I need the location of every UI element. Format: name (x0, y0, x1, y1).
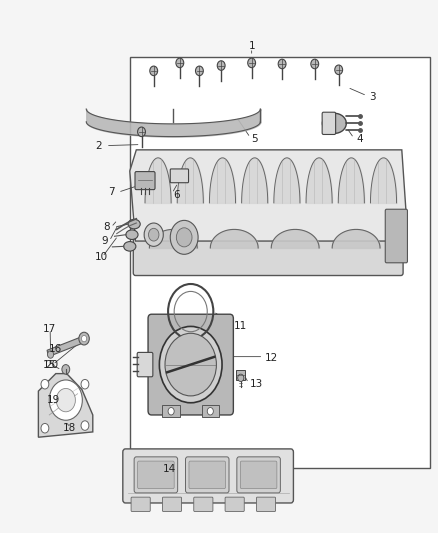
FancyBboxPatch shape (137, 352, 153, 377)
Text: 8: 8 (104, 222, 110, 232)
Circle shape (165, 333, 216, 396)
Circle shape (81, 421, 89, 430)
Circle shape (168, 408, 174, 415)
Text: 18: 18 (62, 423, 76, 433)
FancyBboxPatch shape (385, 209, 407, 263)
Circle shape (238, 374, 244, 382)
FancyBboxPatch shape (138, 461, 174, 489)
Circle shape (79, 332, 89, 345)
FancyBboxPatch shape (170, 169, 188, 183)
Circle shape (148, 228, 159, 241)
Text: 1: 1 (248, 42, 255, 52)
Circle shape (81, 379, 89, 389)
Text: 12: 12 (265, 353, 278, 362)
Ellipse shape (128, 219, 140, 229)
FancyBboxPatch shape (201, 406, 219, 417)
Circle shape (195, 66, 203, 76)
Text: 11: 11 (234, 321, 247, 331)
Text: 20: 20 (45, 360, 58, 369)
Text: 14: 14 (162, 464, 176, 474)
Circle shape (41, 423, 49, 433)
Circle shape (150, 66, 158, 76)
Circle shape (177, 228, 192, 247)
FancyBboxPatch shape (189, 461, 226, 489)
Text: 10: 10 (95, 252, 108, 262)
Circle shape (159, 326, 222, 403)
FancyBboxPatch shape (133, 238, 403, 276)
Circle shape (278, 59, 286, 69)
FancyBboxPatch shape (162, 497, 182, 512)
FancyBboxPatch shape (322, 112, 336, 134)
FancyBboxPatch shape (123, 449, 293, 503)
Text: 3: 3 (369, 92, 376, 102)
Polygon shape (39, 374, 93, 437)
Circle shape (217, 61, 225, 70)
Circle shape (170, 220, 198, 254)
Ellipse shape (322, 114, 346, 133)
FancyBboxPatch shape (134, 457, 178, 493)
FancyBboxPatch shape (225, 497, 244, 512)
Ellipse shape (124, 241, 136, 251)
FancyBboxPatch shape (237, 457, 280, 493)
Circle shape (311, 59, 319, 69)
Text: 17: 17 (43, 324, 56, 334)
FancyBboxPatch shape (240, 461, 277, 489)
Circle shape (81, 335, 87, 342)
Polygon shape (130, 150, 406, 241)
Circle shape (144, 223, 163, 246)
FancyBboxPatch shape (148, 314, 233, 415)
Circle shape (49, 380, 82, 420)
Text: 15: 15 (43, 360, 56, 369)
Text: 4: 4 (356, 134, 363, 144)
Circle shape (56, 389, 75, 412)
Circle shape (138, 127, 145, 136)
FancyBboxPatch shape (185, 457, 229, 493)
Text: 7: 7 (108, 187, 115, 197)
Text: 6: 6 (173, 190, 180, 200)
FancyBboxPatch shape (236, 370, 245, 380)
FancyBboxPatch shape (162, 406, 180, 417)
Circle shape (62, 365, 70, 374)
Text: 5: 5 (252, 134, 258, 144)
Bar (130, 57, 430, 468)
Text: 16: 16 (49, 344, 63, 354)
Polygon shape (47, 335, 86, 357)
Text: 9: 9 (102, 236, 108, 246)
Text: 13: 13 (250, 379, 263, 389)
FancyBboxPatch shape (194, 497, 213, 512)
Circle shape (335, 65, 343, 75)
Circle shape (47, 351, 53, 358)
Ellipse shape (126, 230, 138, 239)
Circle shape (41, 379, 49, 389)
FancyBboxPatch shape (256, 497, 276, 512)
Text: 2: 2 (95, 141, 102, 151)
FancyBboxPatch shape (135, 172, 155, 190)
Circle shape (176, 58, 184, 68)
FancyBboxPatch shape (131, 497, 150, 512)
Text: 19: 19 (47, 395, 60, 405)
Circle shape (207, 408, 213, 415)
Circle shape (248, 58, 255, 68)
